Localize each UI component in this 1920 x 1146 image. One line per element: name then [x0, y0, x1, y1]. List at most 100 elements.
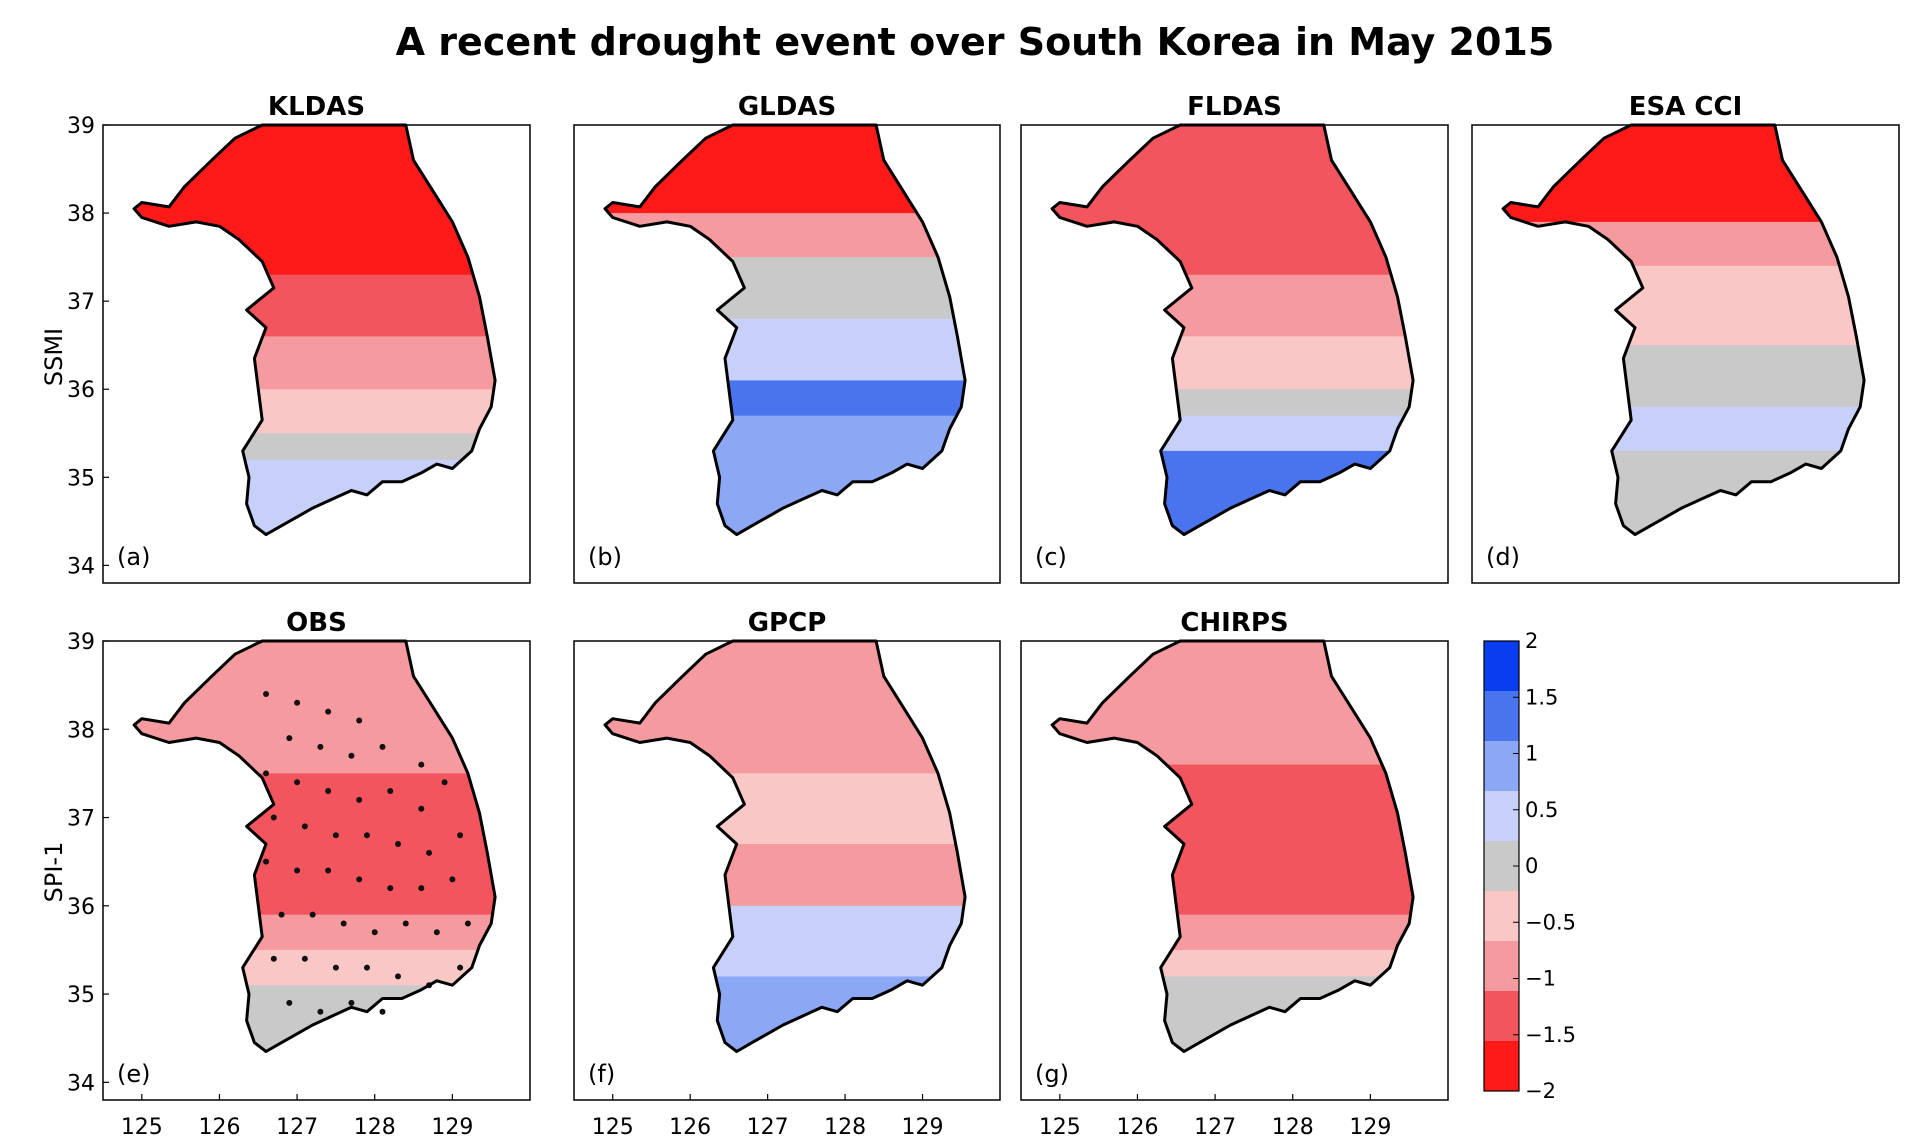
figure-title: A recent drought event over South Korea … — [396, 20, 1555, 64]
x-tick-label: 127 — [747, 1115, 789, 1140]
station-marker — [263, 858, 270, 865]
x-tick-label: 129 — [902, 1115, 944, 1140]
station-marker — [402, 920, 409, 927]
y-axes: 39 38 37 36 35 34 39 38 37 36 35 34 — [67, 114, 109, 1096]
station-marker — [356, 717, 363, 724]
panel-frame — [1471, 124, 1900, 584]
station-marker — [263, 690, 270, 697]
colorbar-segment — [1484, 641, 1519, 692]
station-marker — [371, 929, 378, 936]
station-marker — [317, 1008, 324, 1015]
station-marker — [286, 735, 293, 742]
panel-gpcp: GPCP (f) — [573, 608, 1001, 1101]
panel-frame — [1020, 124, 1449, 584]
colorbar-segment — [1484, 691, 1519, 742]
panel-kldas: KLDAS (a) — [102, 92, 531, 584]
y-tick-label: 34 — [67, 554, 95, 579]
station-marker — [433, 929, 440, 936]
x-tick-label: 127 — [276, 1115, 318, 1140]
panel-chirps: CHIRPS (g) — [1020, 608, 1449, 1101]
row-label-ssmi: SSMI — [40, 328, 68, 386]
station-marker — [270, 814, 277, 821]
station-marker — [426, 849, 433, 856]
panel-label: (f) — [588, 1060, 615, 1088]
panel-frame — [102, 640, 531, 1101]
colorbar-tick-label: 0 — [1525, 854, 1538, 878]
station-marker — [441, 779, 448, 786]
colorbar-segment — [1484, 1041, 1519, 1092]
panel-frame — [573, 640, 1001, 1101]
panel-title: GPCP — [748, 608, 827, 638]
coastline — [1501, 123, 1866, 537]
colorbar-segment — [1484, 791, 1519, 842]
panel-label: (a) — [117, 543, 150, 571]
coastline — [1050, 123, 1415, 537]
coastline — [603, 639, 967, 1053]
station-marker — [363, 964, 370, 971]
panels: KLDAS (a) GLDAS (b) FLDAS (c) ESA CCI (d) OBS (e)… — [102, 92, 1900, 1101]
station-marker — [356, 876, 363, 883]
y-tick-label: 38 — [67, 718, 95, 743]
x-tick-label: 126 — [198, 1115, 240, 1140]
panel-label: (g) — [1035, 1060, 1069, 1088]
station-marker — [418, 761, 425, 768]
colorbar-segment — [1484, 741, 1519, 792]
station-marker — [294, 867, 301, 874]
station-marker — [301, 823, 308, 830]
colorbar-tick-label: −1.5 — [1525, 1023, 1576, 1047]
station-marker — [294, 699, 301, 706]
station-marker — [332, 832, 339, 839]
station-marker — [332, 964, 339, 971]
colorbar-tick-label: 2 — [1525, 629, 1538, 653]
station-marker — [294, 779, 301, 786]
panel-title: CHIRPS — [1180, 608, 1288, 638]
panel-frame — [102, 124, 531, 584]
panel-label: (e) — [117, 1060, 151, 1088]
panel-label: (b) — [588, 543, 622, 571]
panel-fldas: FLDAS (c) — [1020, 92, 1449, 584]
station-marker — [340, 920, 347, 927]
y-tick-label: 39 — [67, 630, 95, 655]
x-tick-label: 126 — [1116, 1115, 1158, 1140]
station-marker — [325, 867, 332, 874]
y-tick-label: 35 — [67, 983, 95, 1008]
x-tick-label: 125 — [1039, 1115, 1081, 1140]
y-tick-label: 37 — [67, 807, 95, 832]
y-tick-label: 36 — [67, 895, 95, 920]
panel-gldas: GLDAS (b) — [573, 92, 1001, 584]
station-marker — [317, 743, 324, 750]
x-tick-label: 128 — [354, 1115, 396, 1140]
x-tick-label: 125 — [592, 1115, 634, 1140]
panel-title: KLDAS — [268, 92, 365, 122]
colorbar-segment — [1484, 891, 1519, 942]
station-marker — [363, 832, 370, 839]
colorbar-tick-label: 1 — [1525, 742, 1538, 766]
x-tick-label: 129 — [431, 1115, 473, 1140]
colorbar-tick-label: 1.5 — [1525, 685, 1558, 709]
station-marker — [348, 752, 355, 759]
station-marker — [418, 805, 425, 812]
station-marker — [301, 955, 308, 962]
coastline — [132, 123, 497, 537]
y-tick-label: 35 — [67, 466, 95, 491]
colorbar-tick-label: −0.5 — [1525, 910, 1576, 934]
panel-frame — [1020, 640, 1449, 1101]
y-tick-label: 38 — [67, 202, 95, 227]
station-marker — [379, 743, 386, 750]
panel-esa-cci: ESA CCI (d) — [1471, 92, 1900, 584]
x-tick-label: 127 — [1194, 1115, 1236, 1140]
y-tick-label: 37 — [67, 290, 95, 315]
station-marker — [464, 920, 471, 927]
station-marker — [395, 841, 402, 848]
row-label-spi1: SPI-1 — [40, 842, 68, 903]
colorbar-segment — [1484, 991, 1519, 1042]
panel-title: GLDAS — [738, 92, 836, 122]
y-tick-label: 36 — [67, 378, 95, 403]
coastline — [132, 639, 497, 1053]
panel-label: (d) — [1486, 543, 1520, 571]
panel-obs: OBS (e) — [102, 608, 531, 1101]
x-tick-label: 128 — [824, 1115, 866, 1140]
station-marker — [263, 770, 270, 777]
station-marker — [387, 788, 394, 795]
